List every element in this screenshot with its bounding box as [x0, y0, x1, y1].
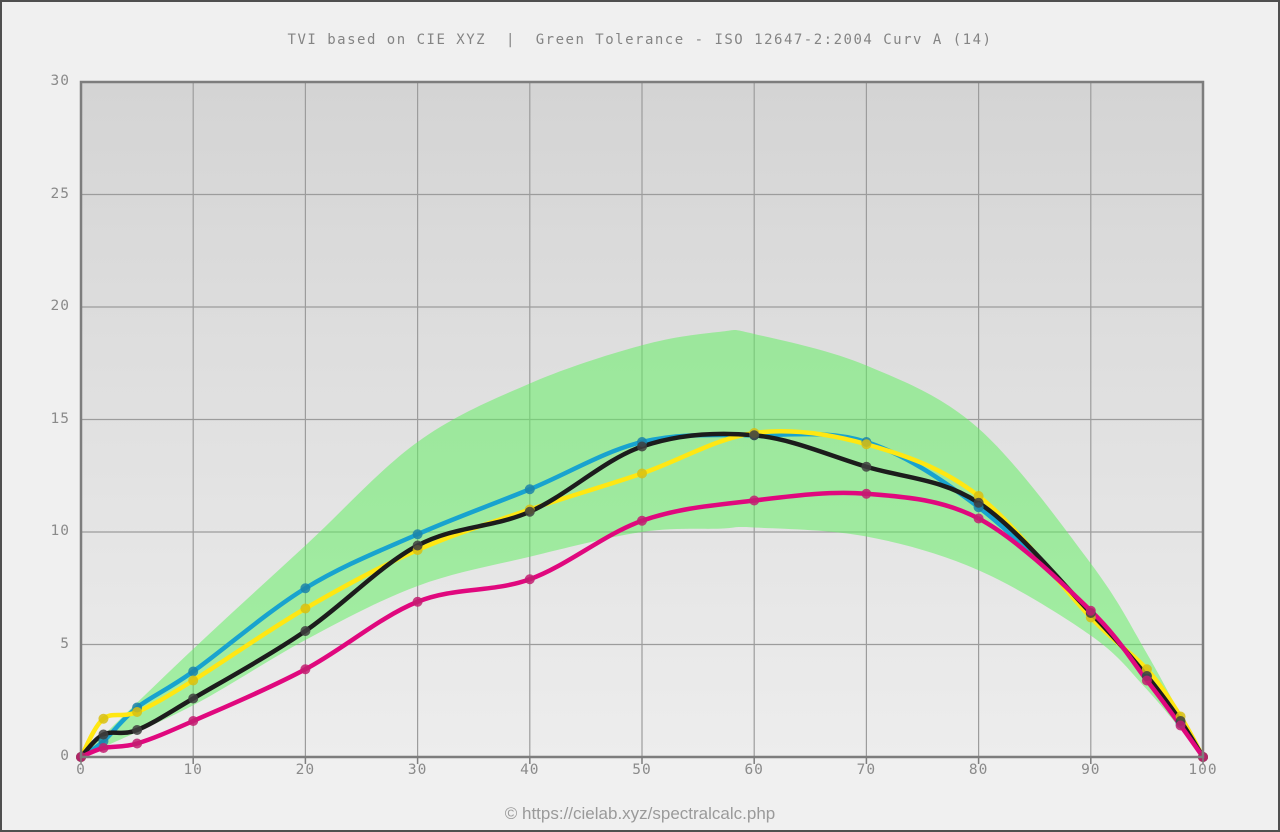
marker-black: [637, 441, 647, 452]
tvi-chart: [76, 80, 1208, 764]
marker-cyan: [412, 529, 423, 540]
marker-yellow: [300, 603, 311, 614]
marker-cyan: [188, 666, 199, 677]
x-tick-label: 10: [183, 762, 203, 778]
marker-black: [749, 430, 760, 441]
x-tick-label: 70: [856, 762, 877, 778]
marker-cyan: [300, 583, 311, 594]
y-tick-label: 5: [60, 635, 70, 652]
x-tick-label: 50: [632, 762, 652, 778]
y-tick-label: 30: [50, 73, 70, 89]
marker-magenta: [1085, 605, 1096, 616]
marker-magenta: [300, 664, 311, 675]
x-tick-label: 100: [1188, 762, 1218, 778]
marker-magenta: [637, 515, 647, 526]
tolerance-band: [81, 330, 1203, 757]
marker-black: [300, 626, 311, 636]
y-tick-label: 0: [60, 748, 70, 764]
marker-magenta: [132, 738, 143, 749]
marker-black: [861, 461, 872, 472]
marker-magenta: [98, 743, 109, 753]
marker-black: [98, 729, 109, 740]
marker-magenta: [412, 596, 423, 607]
marker-magenta: [973, 513, 984, 524]
marker-black: [412, 540, 423, 551]
y-tick-label: 15: [50, 410, 70, 427]
x-tick-label: 80: [968, 762, 989, 778]
x-tick-label: 0: [76, 762, 86, 778]
marker-black: [973, 497, 984, 508]
marker-yellow: [98, 713, 109, 724]
y-tick-label: 20: [50, 298, 70, 314]
marker-magenta: [1141, 675, 1152, 686]
marker-magenta: [861, 488, 872, 499]
footer-credit: © https://cielab.xyz/spectralcalc.php: [504, 804, 776, 823]
x-tick-label: 20: [295, 762, 316, 778]
marker-magenta: [524, 574, 535, 585]
marker-magenta: [749, 495, 760, 506]
x-tick-label: 90: [1081, 762, 1101, 778]
x-tick-label: 60: [744, 762, 764, 778]
marker-yellow: [861, 439, 872, 450]
marker-cyan: [524, 484, 535, 495]
x-tick-label: 30: [407, 762, 428, 778]
marker-yellow: [188, 675, 199, 686]
marker-magenta: [188, 716, 199, 726]
y-tick-label: 10: [50, 523, 70, 539]
chart-title: TVI based on CIE XYZ | Green Tolerance -…: [287, 32, 993, 48]
y-tick-label: 25: [50, 185, 70, 202]
marker-black: [132, 725, 143, 735]
marker-yellow: [637, 468, 647, 479]
marker-black: [188, 693, 199, 704]
marker-magenta: [1175, 720, 1186, 731]
x-tick-label: 40: [520, 762, 540, 778]
marker-black: [524, 506, 535, 517]
marker-yellow: [132, 707, 143, 717]
